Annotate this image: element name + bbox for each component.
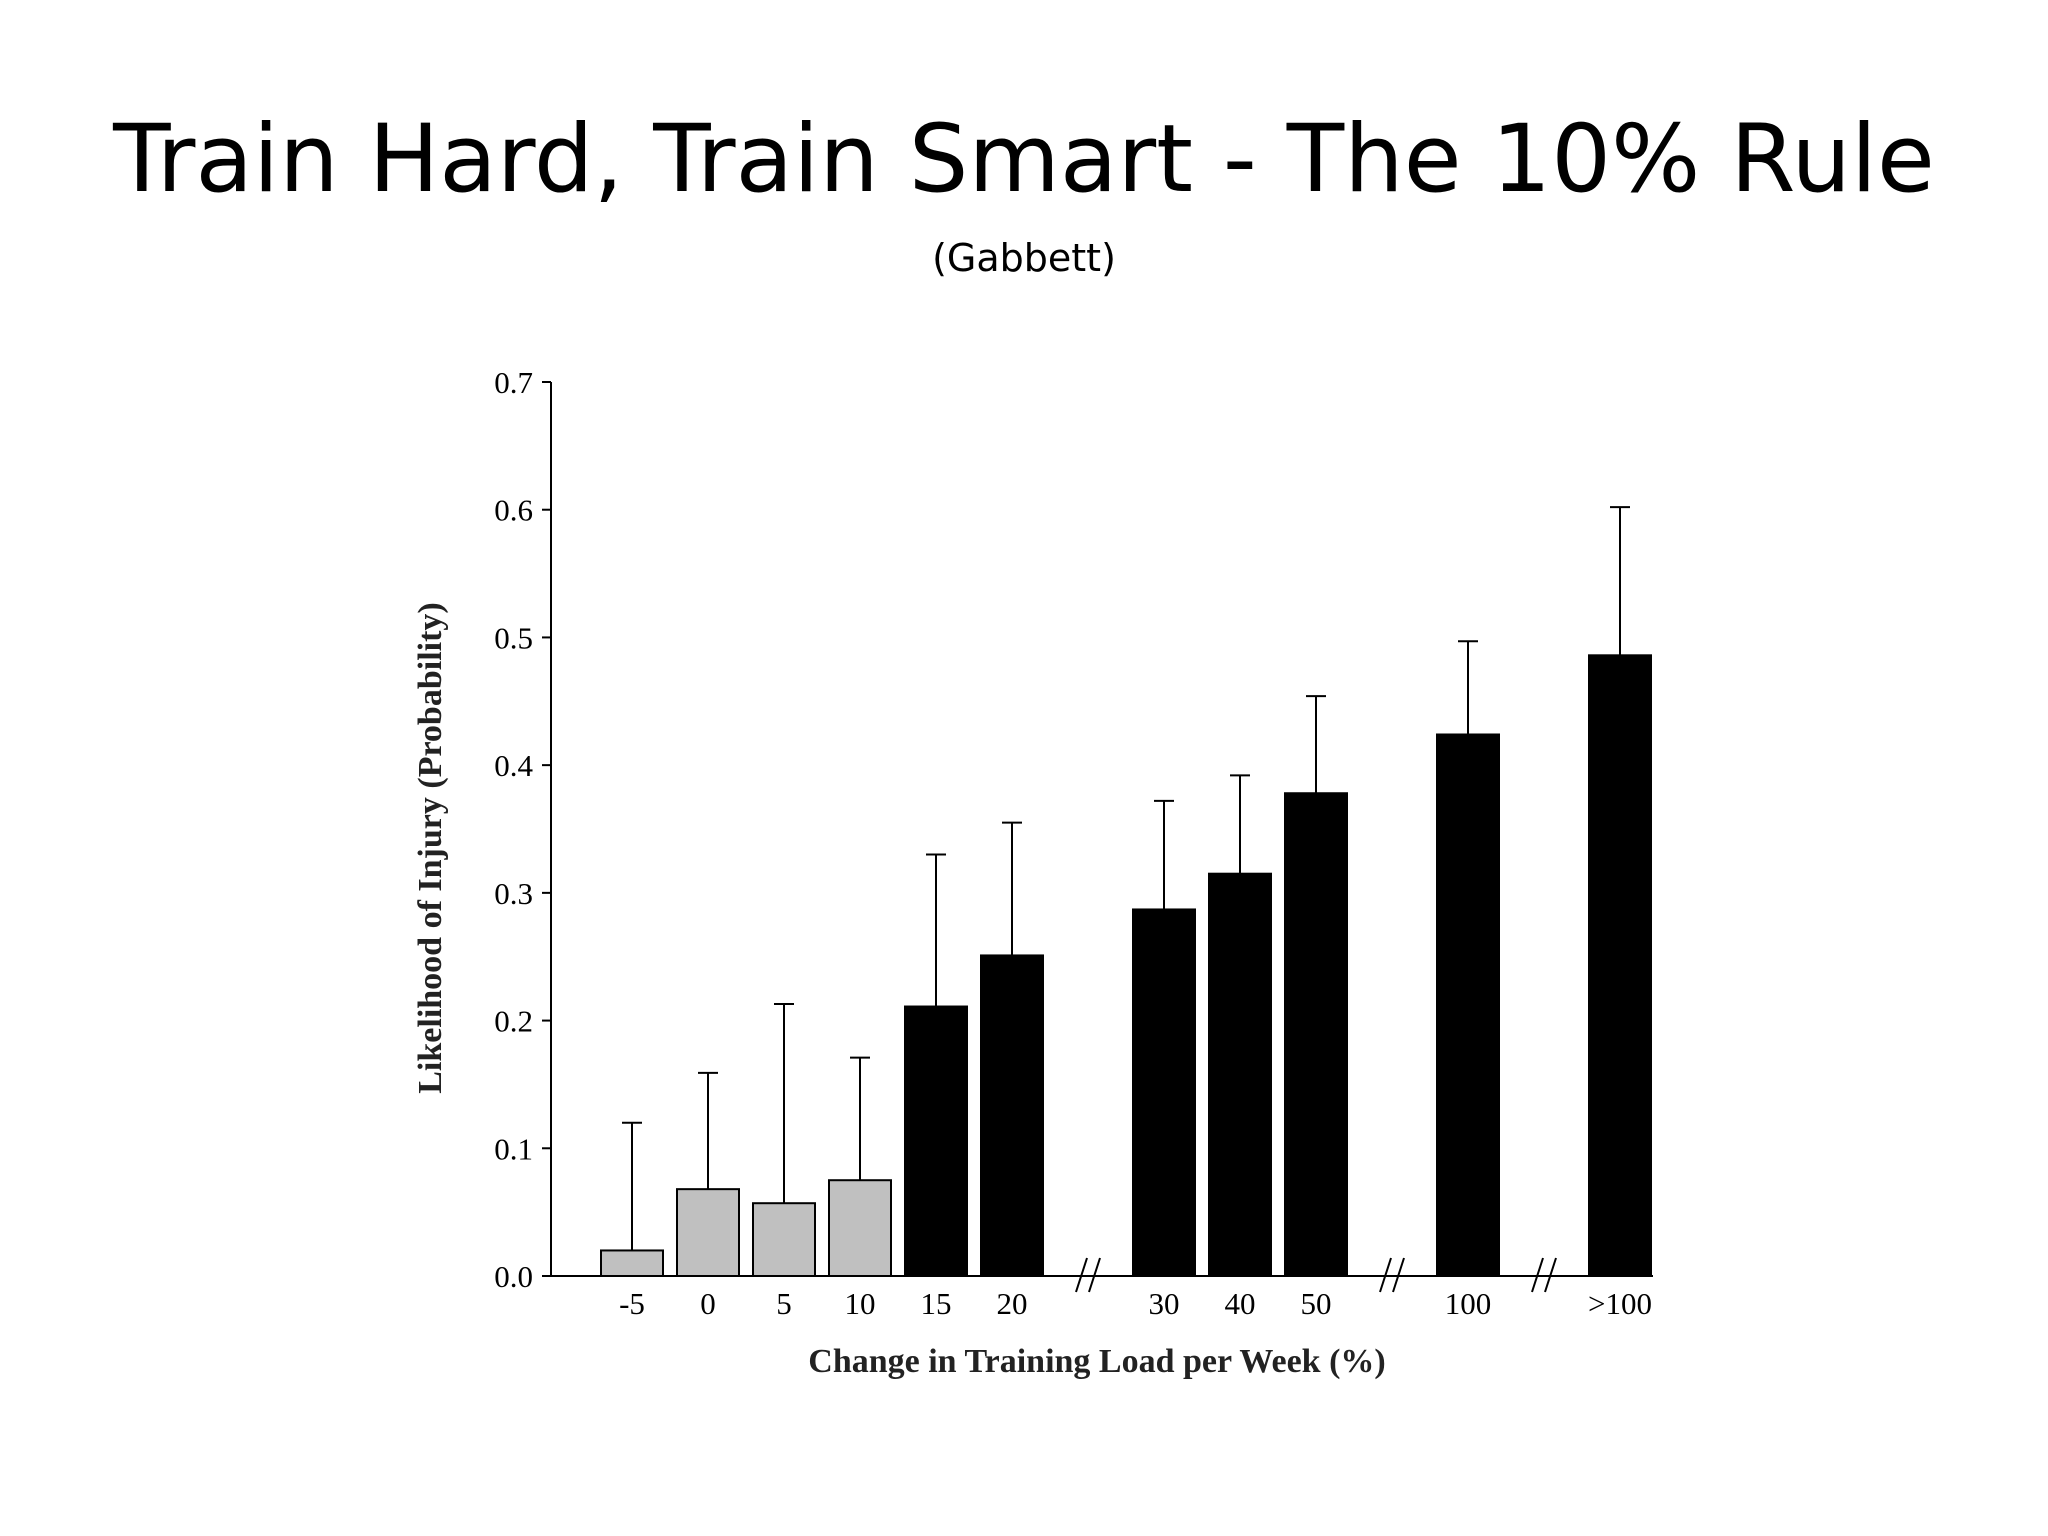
bar-7 (1208, 872, 1272, 1277)
bars-layer (600, 654, 1652, 1278)
y-tick-label-1: 0.1 (494, 1131, 533, 1166)
axis-break-0 (1075, 1257, 1101, 1293)
x-axis-title: Change in Training Load per Week (%) (808, 1343, 1385, 1380)
x-tick-label-1: 0 (700, 1286, 716, 1321)
x-tick-label-7: 40 (1225, 1286, 1256, 1321)
axis-break-1 (1379, 1257, 1405, 1293)
y-tick-label-5: 0.5 (494, 620, 533, 655)
axis-break-stroke (1075, 1257, 1088, 1293)
x-tick-label-10: >100 (1588, 1286, 1652, 1321)
axis-break-stroke (1544, 1257, 1557, 1293)
bar-8 (1284, 792, 1348, 1277)
axis-break-2 (1531, 1257, 1557, 1293)
slide-subtitle: (Gabbett) (932, 236, 1116, 280)
x-tick-label-5: 20 (997, 1286, 1028, 1321)
bar-3 (828, 1179, 892, 1277)
bar-9 (1436, 733, 1500, 1277)
y-tick-label-2: 0.2 (494, 1004, 533, 1039)
y-axis-title: Likelihood of Injury (Probability) (412, 602, 449, 1094)
axes-layer: 0.0 0.1 0.2 0.3 0.4 0.5 0.6 0.7 -5 0 5 10 15 20 30 40 50… (494, 365, 1653, 1321)
bar-1 (676, 1188, 740, 1278)
error-bars-layer (622, 506, 1630, 1251)
bar-10 (1588, 654, 1652, 1277)
bar-2 (752, 1202, 816, 1278)
axis-break-stroke (1379, 1257, 1392, 1293)
bar-5 (980, 954, 1044, 1277)
bar-4 (904, 1005, 968, 1277)
y-tick-label-0: 0.0 (494, 1259, 533, 1294)
y-tick-label-6: 0.6 (494, 493, 533, 528)
x-tick-label-0: -5 (619, 1286, 645, 1321)
axis-break-stroke (1088, 1257, 1101, 1293)
slide-title: Train Hard, Train Smart - The 10% Rule (113, 105, 1935, 214)
axis-break-stroke (1531, 1257, 1544, 1293)
x-tick-label-2: 5 (776, 1286, 792, 1321)
y-tick-label-7: 0.7 (494, 365, 533, 400)
x-tick-label-3: 10 (845, 1286, 876, 1321)
x-tick-label-6: 30 (1149, 1286, 1180, 1321)
x-tick-label-8: 50 (1301, 1286, 1332, 1321)
x-tick-label-4: 15 (921, 1286, 952, 1321)
y-tick-label-3: 0.3 (494, 876, 533, 911)
x-tick-label-9: 100 (1445, 1286, 1492, 1321)
axis-break-stroke (1392, 1257, 1405, 1293)
bar-6 (1132, 908, 1196, 1278)
bar-0 (600, 1249, 664, 1278)
y-tick-label-4: 0.4 (494, 748, 533, 783)
